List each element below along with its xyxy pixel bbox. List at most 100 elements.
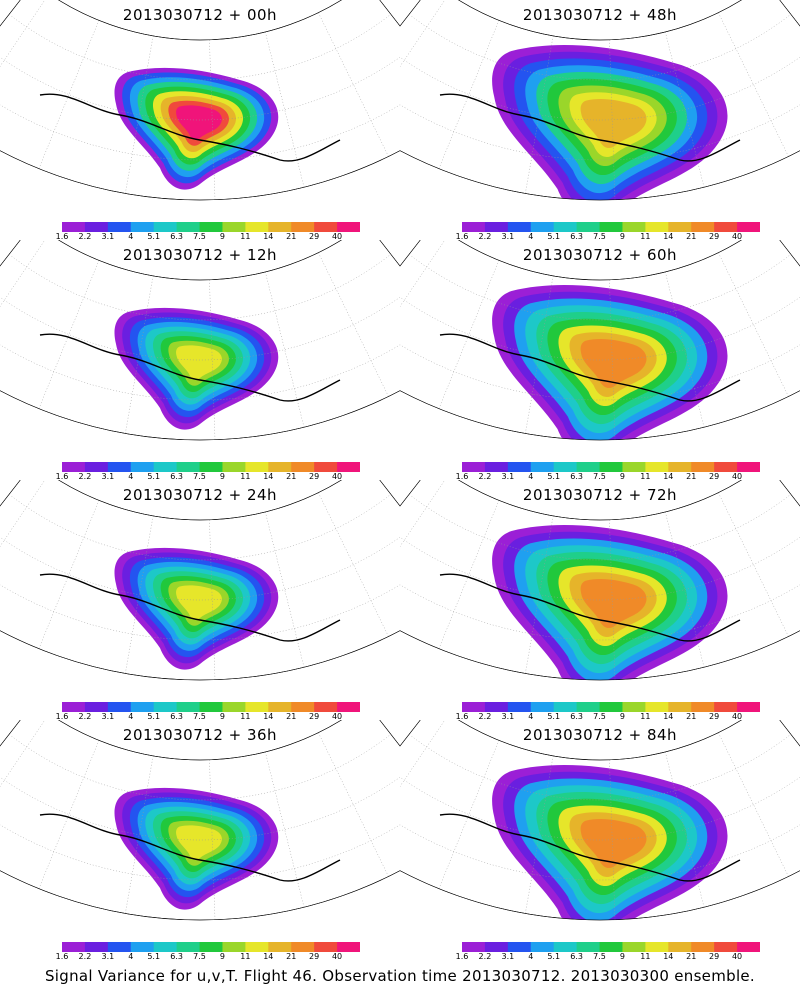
colorbar-swatch [714, 222, 738, 232]
colorbar-swatch [153, 462, 178, 472]
coastline [439, 333, 741, 402]
colorbar-tick-label: 21 [286, 712, 297, 721]
colorbar-tick-label: 29 [309, 712, 320, 721]
colorbar-tick-label: 4 [528, 952, 534, 961]
colorbar-tick-label: 6.3 [570, 472, 583, 481]
colorbar-tick-label: 14 [663, 472, 674, 481]
colorbar-tick-label: 5.1 [147, 712, 161, 721]
colorbar-swatch [176, 702, 201, 712]
colorbar-tick-label: 2.2 [78, 232, 92, 241]
colorbar-swatch [199, 702, 223, 712]
colorbar [62, 942, 360, 952]
colorbar-swatch [153, 942, 178, 952]
colorbar-swatch [599, 462, 623, 472]
colorbar-swatch [222, 702, 246, 712]
colorbar-tick-label: 14 [263, 952, 274, 961]
colorbar-swatch [314, 942, 338, 952]
graticule [0, 720, 400, 920]
colorbar-swatch [622, 702, 646, 712]
colorbar-labels: 1.6 2.2 3.1 4 5.1 6.3 7.5 9 11 14 21 29 40 [456, 232, 760, 242]
colorbar-tick-label: 5.1 [547, 952, 561, 961]
colorbar-tick-label: 3.1 [101, 712, 115, 721]
polar-map [0, 0, 400, 201]
colorbar-swatch [507, 702, 532, 712]
colorbar-swatch [691, 702, 715, 712]
colorbar-tick-label: 6.3 [570, 712, 583, 721]
graticule [400, 480, 800, 680]
colorbar-tick-label: 3.1 [101, 232, 115, 241]
colorbar-tick-label: 4 [128, 472, 134, 481]
colorbar-tick-label: 40 [331, 232, 343, 241]
colorbar-swatch [484, 942, 509, 952]
colorbar-tick-label: 40 [331, 472, 343, 481]
panel-title: 2013030712 + 60h [522, 246, 678, 264]
panel-title: 2013030712 + 84h [522, 726, 678, 744]
colorbar-tick-label: 3.1 [501, 712, 515, 721]
colorbar [62, 702, 360, 712]
colorbar-labels: 1.6 2.2 3.1 4 5.1 6.3 7.5 9 11 14 21 29 40 [456, 472, 760, 482]
contour-fill [580, 579, 647, 629]
colorbar-swatch [199, 222, 223, 232]
colorbar-tick-label: 1.6 [55, 712, 69, 721]
colorbar-labels: 1.6 2.2 3.1 4 5.1 6.3 7.5 9 11 14 21 29 40 [56, 712, 360, 722]
polar-map [400, 0, 800, 201]
polar-map [0, 240, 400, 441]
colorbar-swatch [268, 222, 292, 232]
colorbar [462, 942, 760, 952]
colorbar-swatch [84, 462, 109, 472]
colorbar-swatch [668, 462, 692, 472]
forecast-panel: 2013030712 + 48h 1.6 2.2 3.1 4 5.1 6.3 7.5 9 11 14… [400, 0, 800, 241]
colorbar-tick-label: 11 [640, 472, 651, 481]
colorbar-tick-label: 2.2 [478, 232, 492, 241]
colorbar-tick-label: 11 [240, 712, 251, 721]
colorbar-tick-label: 5.1 [547, 232, 561, 241]
colorbar [62, 462, 360, 472]
colorbar-swatch [176, 222, 201, 232]
coastline [39, 333, 341, 402]
colorbar-swatch [337, 942, 360, 952]
panel-title: 2013030712 + 72h [522, 486, 678, 504]
panel-title: 2013030712 + 00h [122, 6, 278, 24]
colorbar-swatch [130, 702, 155, 712]
colorbar-tick-label: 29 [309, 952, 320, 961]
colorbar-tick-label: 6.3 [570, 232, 583, 241]
colorbar-swatch [668, 222, 692, 232]
colorbar-swatch [484, 702, 509, 712]
colorbar-tick-label: 7.5 [193, 952, 206, 961]
graticule [400, 0, 800, 200]
colorbar-tick-label: 3.1 [501, 472, 515, 481]
colorbar-tick-label: 1.6 [455, 472, 469, 481]
colorbar-tick-label: 40 [731, 472, 743, 481]
colorbar-swatch [462, 702, 486, 712]
colorbar-swatch [62, 702, 86, 712]
polar-map [400, 480, 800, 681]
colorbar-swatch [599, 942, 623, 952]
colorbar-swatch [84, 942, 109, 952]
coastline [39, 573, 341, 642]
colorbar-tick-label: 9 [219, 232, 225, 241]
colorbar-tick-label: 7.5 [193, 472, 206, 481]
colorbar-swatch [222, 942, 246, 952]
colorbar-swatch [176, 942, 201, 952]
colorbar-tick-label: 4 [128, 952, 134, 961]
coastline [439, 573, 741, 642]
colorbar-swatch [622, 462, 646, 472]
colorbar-tick-label: 29 [709, 232, 720, 241]
variance-field [114, 67, 279, 190]
figure-caption: Signal Variance for u,v,T. Flight 46. Ob… [44, 967, 756, 985]
colorbar-tick-label: 9 [619, 952, 625, 961]
colorbar-tick-label: 2.2 [78, 952, 92, 961]
colorbar-swatch [314, 462, 338, 472]
colorbar-tick-label: 21 [286, 472, 297, 481]
colorbar-swatch [645, 702, 669, 712]
colorbar-swatch [245, 702, 269, 712]
colorbar-swatch [130, 222, 155, 232]
colorbar-tick-label: 9 [619, 712, 625, 721]
colorbar-swatch [107, 462, 132, 472]
colorbar-swatch [291, 942, 315, 952]
colorbar-tick-label: 1.6 [55, 952, 69, 961]
colorbar-tick-label: 40 [731, 712, 743, 721]
colorbar-tick-label: 40 [331, 712, 343, 721]
colorbar-tick-label: 9 [219, 952, 225, 961]
colorbar-tick-label: 6.3 [170, 472, 183, 481]
